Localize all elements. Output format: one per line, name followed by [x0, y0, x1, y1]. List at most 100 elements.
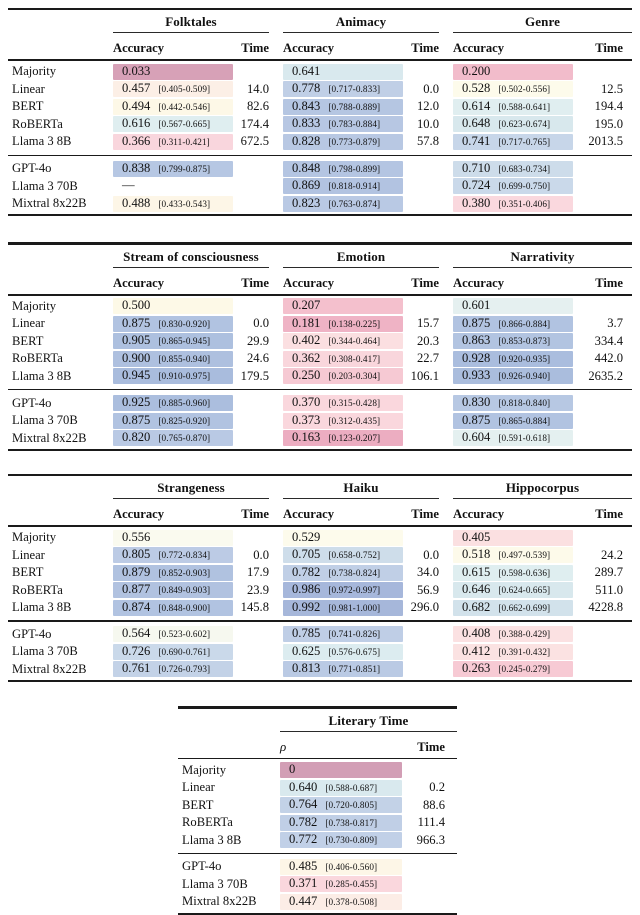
confidence-interval: [0.730-0.809] — [325, 835, 378, 846]
accuracy-cell: 0.863 [0.853-0.873] — [453, 333, 573, 350]
accuracy-value: 0.877 — [122, 582, 151, 597]
time-value: 57.8 — [416, 134, 439, 149]
confidence-interval: [0.855-0.940] — [158, 353, 211, 364]
heatmap-cell: 0.879 [0.852-0.903] — [113, 564, 233, 581]
confidence-interval: [0.926-0.940] — [498, 371, 551, 382]
time-value: 20.3 — [416, 333, 439, 348]
block-separator-rule — [8, 154, 632, 156]
table-row: Mixtral 8x22B 0.820 [0.765-0.870] 0.163 [0.1… — [8, 429, 632, 447]
model-label: Linear — [182, 780, 215, 795]
accuracy-value: 0.648 — [462, 116, 491, 131]
time-value: 0.0 — [423, 81, 439, 96]
model-label: Majority — [12, 298, 57, 313]
accuracy-value: 0.494 — [122, 98, 151, 113]
table-row: Llama 3 70B 0.726 [0.690-0.761] 0.625 [0.576… — [8, 643, 632, 661]
table-row: Linear 0.805 [0.772-0.834] 0.0 0.705 [0.658-0… — [8, 546, 632, 564]
toprule — [8, 473, 632, 477]
heatmap-cell: 0.488 [0.433-0.543] — [113, 195, 233, 212]
time-header: Time — [595, 275, 623, 290]
time-value: 174.4 — [240, 116, 269, 131]
table-row: RoBERTa 0.900 [0.855-0.940] 24.6 0.362 [0.308… — [8, 350, 632, 368]
confidence-interval: [0.312-0.435] — [328, 415, 381, 426]
heatmap-cell: 0.761 [0.726-0.793] — [113, 661, 233, 678]
metric-header: Accuracy — [113, 41, 165, 56]
accuracy-value: 0.614 — [462, 98, 491, 113]
accuracy-cell: 0.373 [0.312-0.435] — [283, 412, 403, 429]
heatmap-cell: 0.625 [0.576-0.675] — [283, 643, 403, 660]
confidence-interval: [0.852-0.903] — [158, 567, 211, 578]
time-value: 29.9 — [246, 333, 269, 348]
accuracy-value: 0.625 — [292, 643, 321, 658]
accuracy-cell: 0.805 [0.772-0.834] — [113, 547, 233, 564]
column-header-row: Accuracy Time Accuracy Time Accuracy Time — [8, 499, 632, 525]
heatmap-cell: 0.163 [0.123-0.207] — [283, 430, 403, 446]
confidence-interval: [0.624-0.665] — [498, 585, 551, 596]
confidence-interval: [0.388-0.429] — [498, 629, 551, 640]
heatmap-cell: 0.485 [0.406-0.560] — [280, 858, 402, 875]
model-label: Mixtral 8x22B — [12, 196, 87, 211]
heatmap-cell: 0.820 [0.765-0.870] — [113, 430, 233, 446]
time-value: 12.5 — [600, 81, 623, 96]
heatmap-cell: 0.373 [0.312-0.435] — [283, 412, 403, 429]
group-title: Hippocorpus — [453, 480, 632, 500]
heatmap-cell: 0.380 [0.351-0.406] — [453, 195, 573, 212]
confidence-interval: [0.351-0.406] — [498, 198, 551, 209]
model-label: Llama 3 8B — [12, 134, 72, 149]
confidence-interval: [0.567-0.665] — [158, 119, 211, 130]
metric-header: Accuracy — [283, 507, 335, 522]
accuracy-cell: 0.726 [0.690-0.761] — [113, 643, 233, 660]
heatmap-cell: 0.705 [0.658-0.752] — [283, 547, 403, 564]
accuracy-cell: 0.405 — [453, 529, 573, 546]
time-value: 0.2 — [429, 780, 445, 795]
table-row: RoBERTa 0.782 [0.738-0.817] 111.4 — [178, 814, 457, 832]
accuracy-value: 0.928 — [462, 350, 491, 365]
accuracy-cell: 0.518 [0.497-0.539] — [453, 547, 573, 564]
llm-rows-block: GPT-4o 0.838 [0.799-0.875] 0.848 [0.798-0.89… — [8, 158, 632, 215]
confidence-interval: [0.662-0.699] — [498, 602, 551, 613]
time-header: Time — [595, 41, 623, 56]
accuracy-cell: 0.875 [0.865-0.884] — [453, 412, 573, 429]
confidence-interval: [0.818-0.914] — [328, 181, 381, 192]
time-value: 24.6 — [246, 351, 269, 366]
accuracy-value: 0.986 — [292, 582, 321, 597]
block-separator-rule — [178, 852, 457, 854]
table-row: Linear 0.875 [0.830-0.920] 0.0 0.181 [0.138-0… — [8, 315, 632, 333]
confidence-interval: [0.783-0.884] — [328, 119, 381, 130]
accuracy-cell: 0.371 [0.285-0.455] — [280, 876, 402, 893]
accuracy-cell: 0.408 [0.388-0.429] — [453, 626, 573, 643]
table-row: Mixtral 8x22B 0.761 [0.726-0.793] 0.813 [0.7… — [8, 661, 632, 679]
time-value: 34.0 — [416, 565, 439, 580]
column-header-row: Accuracy Time Accuracy Time Accuracy Time — [8, 33, 632, 59]
accuracy-cell: 0.933 [0.926-0.940] — [453, 368, 573, 385]
time-header: Time — [241, 507, 269, 522]
model-label: GPT-4o — [12, 395, 52, 410]
accuracy-cell: 0.648 [0.623-0.674] — [453, 116, 573, 133]
group-header-row: Folktales Animacy Genre — [8, 10, 632, 34]
time-value: 14.0 — [246, 81, 269, 96]
time-value: 0.0 — [253, 547, 269, 562]
accuracy-value: 0.848 — [292, 160, 321, 175]
accuracy-cell: 0.457 [0.405-0.509] — [113, 81, 233, 98]
table-row: GPT-4o 0.485 [0.406-0.560] — [178, 858, 457, 876]
group-title: Emotion — [283, 249, 439, 268]
accuracy-value: 0.405 — [462, 529, 491, 544]
confidence-interval: [0.502-0.556] — [498, 84, 551, 95]
time-value: 289.7 — [594, 565, 623, 580]
accuracy-value: 0.263 — [462, 661, 491, 676]
confidence-interval: [0.717-0.833] — [328, 84, 381, 95]
time-value: 88.6 — [422, 797, 445, 812]
accuracy-value: 0.163 — [292, 430, 321, 444]
heatmap-cell: 0.710 [0.683-0.734] — [453, 160, 573, 177]
accuracy-value: 0.741 — [462, 133, 491, 148]
heatmap-cell: 0.772 [0.730-0.809] — [280, 832, 402, 849]
model-label: Llama 3 70B — [12, 178, 78, 193]
accuracy-cell: 0.705 [0.658-0.752] — [283, 547, 403, 564]
accuracy-cell: 0.848 [0.798-0.899] — [283, 160, 403, 177]
confidence-interval: [0.726-0.793] — [158, 664, 211, 675]
model-label: Llama 3 8B — [12, 368, 72, 383]
heatmap-cell: 0.992 [0.981-1.000] — [283, 599, 403, 616]
time-value: 672.5 — [240, 134, 269, 149]
accuracy-cell: 0.905 [0.865-0.945] — [113, 333, 233, 350]
table-row: BERT 0.764 [0.720-0.805] 88.6 — [178, 796, 457, 814]
accuracy-cell: 0.641 — [283, 63, 403, 80]
